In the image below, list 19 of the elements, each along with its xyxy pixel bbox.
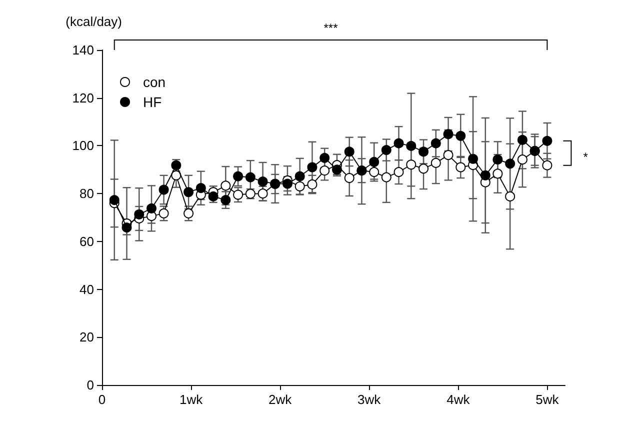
y-tick-label: 20 (80, 330, 94, 345)
x-tick-label: 0 (98, 392, 106, 407)
legend-label: con (143, 74, 166, 90)
y-tick-label: 140 (72, 42, 94, 58)
y-tick-label: 80 (80, 186, 94, 202)
y-tick-label: 40 (80, 282, 94, 297)
x-tick-label: 1wk (179, 392, 204, 407)
text: *** (324, 21, 338, 35)
x-tick-label: 4wk (446, 392, 470, 407)
legend-label: HF (143, 94, 162, 110)
x-tick-label: 2wk (268, 392, 292, 407)
text: * (583, 150, 588, 164)
x-tick-label: 3wk (358, 392, 382, 407)
y-tick-label: 100 (72, 138, 94, 154)
x-tick-label: 5wk (536, 392, 560, 407)
y-tick-label: 0 (86, 378, 94, 392)
y-axis-title: (kcal/day) (66, 14, 122, 29)
y-tick-label: 60 (80, 234, 94, 249)
y-tick-label: 120 (72, 90, 94, 106)
